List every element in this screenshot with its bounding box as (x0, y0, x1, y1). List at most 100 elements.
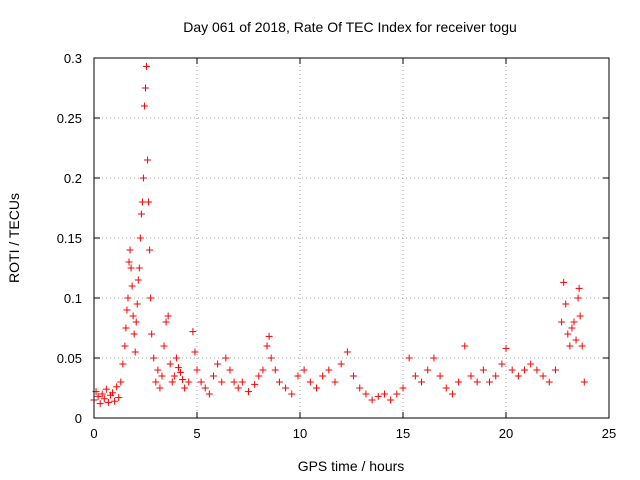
data-point (461, 342, 469, 350)
data-point (150, 354, 158, 362)
data-point (473, 378, 481, 386)
data-point (576, 312, 584, 320)
data-point (109, 389, 117, 397)
data-point (430, 354, 438, 362)
data-point (146, 246, 154, 254)
x-tick-label: 0 (90, 426, 97, 441)
data-point (319, 372, 327, 380)
data-point (126, 246, 134, 254)
data-point (222, 354, 230, 362)
data-point (98, 390, 106, 398)
data-point (134, 276, 142, 284)
data-point (160, 342, 168, 350)
data-point (143, 62, 151, 70)
data-point (170, 372, 178, 380)
data-point (288, 390, 296, 398)
data-point (527, 360, 535, 368)
data-point (166, 360, 174, 368)
data-point (255, 372, 263, 380)
data-point (96, 400, 104, 408)
data-point (245, 388, 252, 396)
data-point (267, 354, 275, 362)
data-point (119, 360, 127, 368)
data-point (521, 366, 529, 374)
data-point (300, 366, 308, 374)
data-point (205, 390, 213, 398)
data-point (123, 306, 131, 314)
data-point (189, 328, 197, 336)
data-point (294, 372, 302, 380)
data-point (125, 258, 133, 266)
x-axis-title: GPS time / hours (298, 458, 405, 474)
data-point (558, 318, 566, 326)
data-point (343, 348, 351, 356)
data-point (154, 366, 162, 374)
data-point (350, 372, 358, 380)
data-point (442, 384, 450, 392)
data-point (174, 364, 182, 372)
data-point (580, 378, 588, 386)
data-point (508, 366, 516, 374)
x-tick-label: 20 (499, 426, 513, 441)
data-point (331, 378, 339, 386)
x-tick-label: 10 (293, 426, 307, 441)
data-point (136, 234, 144, 242)
data-point (164, 312, 172, 320)
data-point (218, 378, 226, 386)
data-point (424, 366, 432, 374)
data-point (374, 392, 382, 400)
data-point (179, 376, 187, 384)
data-point (113, 383, 121, 391)
data-point (142, 84, 149, 92)
data-point (130, 330, 138, 338)
data-point (193, 366, 201, 374)
data-point (144, 156, 152, 164)
data-point (117, 378, 125, 386)
data-point (127, 264, 135, 272)
data-point (122, 324, 130, 332)
data-point (551, 366, 559, 374)
data-point (137, 210, 145, 218)
data-point (214, 360, 222, 368)
data-point (578, 342, 586, 350)
data-point (479, 366, 487, 374)
data-point (566, 342, 574, 350)
data-point (486, 378, 494, 386)
data-point (156, 384, 164, 392)
y-axis-title: ROTI / TECUs (6, 193, 22, 283)
data-point (263, 342, 271, 350)
data-point (197, 378, 205, 386)
data-point (368, 396, 376, 404)
data-point (234, 384, 242, 392)
y-tick-label: 0 (75, 411, 82, 426)
x-tick-label: 15 (396, 426, 410, 441)
data-point (162, 318, 170, 326)
data-point (393, 390, 401, 398)
data-point (177, 368, 185, 376)
data-marks (90, 62, 588, 408)
data-point (455, 378, 463, 386)
chart-title: Day 061 of 2018, Rate Of TEC Index for r… (183, 19, 517, 35)
data-point (111, 397, 119, 405)
data-point (572, 336, 580, 344)
data-point (201, 384, 209, 392)
data-point (131, 348, 139, 356)
data-point (533, 366, 541, 374)
data-point (148, 330, 156, 338)
y-tick-label: 0.25 (57, 111, 82, 126)
data-point (362, 390, 370, 398)
data-point (191, 348, 199, 356)
y-tick-label: 0.05 (57, 351, 82, 366)
data-point (380, 390, 388, 398)
y-tick-label: 0.2 (64, 171, 82, 186)
data-point (265, 332, 273, 340)
data-point (129, 312, 137, 320)
data-point (498, 360, 506, 368)
data-point (168, 378, 176, 386)
data-point (135, 264, 143, 272)
data-point (448, 390, 456, 398)
data-point (356, 384, 364, 392)
data-point (259, 366, 267, 374)
data-point (209, 372, 217, 380)
data-point (574, 294, 582, 302)
